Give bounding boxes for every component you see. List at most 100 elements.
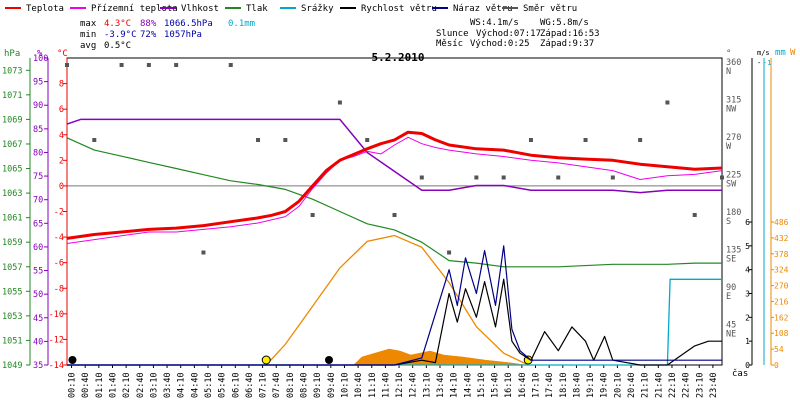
direction-point	[665, 100, 670, 105]
direction-point	[692, 213, 697, 217]
direction-tick-label: 315	[726, 96, 741, 106]
time-tick-label: 22:10	[668, 372, 678, 398]
time-tick-label: 06:40	[245, 372, 255, 398]
time-tick-label: 18:10	[559, 372, 569, 398]
series-line	[67, 245, 722, 366]
time-tick-label: 01:40	[108, 372, 118, 398]
direction-tick-label: 225	[726, 171, 741, 181]
humidity-tick-label: 45	[33, 314, 43, 324]
pressure-tick-label: 1053	[2, 312, 22, 322]
wind-ws: WS:4.1m/s	[470, 18, 519, 28]
time-tick-label: 03:40	[163, 372, 173, 398]
stat-min-press: 1057hPa	[164, 30, 202, 40]
direction-point	[65, 63, 69, 67]
time-tick-label: 23:10	[695, 372, 705, 398]
time-tick-label: 23:40	[709, 372, 719, 398]
axis-unit-w: W	[790, 48, 796, 58]
direction-point	[146, 63, 151, 67]
direction-point	[174, 63, 179, 67]
pressure-tick-label: 1071	[2, 91, 22, 101]
pressure-tick-label: 1065	[2, 165, 22, 175]
stat-max-label: max	[80, 19, 97, 29]
humidity-tick-label: 80	[33, 148, 43, 158]
direction-point	[92, 138, 97, 142]
direction-point	[610, 175, 615, 180]
pressure-tick-label: 1059	[2, 238, 22, 248]
series-line	[66, 137, 722, 268]
rad-tick-label: 0	[774, 361, 779, 370]
direction-name-label: W	[726, 142, 732, 152]
temp-tick-label: -10	[49, 310, 64, 320]
moonset-marker	[325, 356, 333, 364]
axis-unit-mm: mm	[775, 48, 786, 58]
temp-tick-label: -14	[49, 361, 64, 371]
direction-tick-label: 90	[726, 283, 736, 293]
temp-tick-label: 2	[59, 156, 64, 166]
direction-point	[638, 138, 643, 142]
direction-point	[583, 138, 588, 142]
time-tick-label: 21:40	[654, 372, 664, 398]
humidity-tick-label: 75	[33, 172, 43, 182]
time-tick-label: 19:40	[600, 372, 610, 398]
axis-unit-pct: %	[37, 49, 43, 59]
direction-name-label: S	[726, 217, 731, 227]
humidity-tick-label: 50	[33, 290, 43, 300]
moon-rise: Východ:0:25	[470, 39, 530, 49]
time-tick-label: 11:40	[381, 372, 391, 398]
axis-unit-ms: m/s	[757, 49, 770, 57]
temp-tick-label: 4	[59, 131, 64, 141]
direction-name-label: NW	[726, 105, 737, 115]
direction-point	[256, 138, 261, 142]
direction-tick-label: 360	[726, 58, 741, 68]
time-tick-label: 08:10	[286, 372, 296, 398]
direction-point	[365, 138, 370, 142]
moon-set: Západ:9:37	[540, 39, 594, 49]
time-tick-label: 13:40	[436, 372, 446, 398]
series-line	[66, 118, 722, 194]
rad-tick-label: 108	[774, 329, 789, 338]
humidity-tick-label: 70	[33, 196, 43, 206]
legend-label: Náraz větru	[453, 4, 513, 14]
time-tick-label: 12:40	[409, 372, 419, 398]
rain-top-tick: -1	[763, 59, 771, 67]
humidity-tick-label: 85	[33, 125, 43, 135]
sun-rise: Východ:07:17	[476, 29, 541, 39]
time-tick-label: 19:10	[586, 372, 596, 398]
rad-tick-label: 270	[774, 282, 789, 291]
time-tick-label: 04:10	[177, 372, 187, 398]
wind-wg: WG:5.8m/s	[540, 18, 589, 28]
humidity-tick-label: 65	[33, 219, 43, 229]
time-tick-label: 10:40	[354, 372, 364, 398]
rad-tick-label: 378	[774, 250, 789, 259]
stat-min-label: min	[80, 30, 96, 40]
legend-label: Rychlost větru	[361, 4, 437, 14]
wind-tick-label: 2	[745, 313, 750, 322]
temp-tick-label: -8	[54, 284, 64, 294]
time-tick-label: 09:10	[313, 372, 323, 398]
time-tick-label: 16:10	[504, 372, 514, 398]
rad-tick-label: 54	[774, 345, 784, 354]
time-tick-label: 07:40	[272, 372, 282, 398]
time-tick-label: 02:10	[122, 372, 132, 398]
pressure-tick-label: 1049	[2, 361, 22, 371]
time-tick-label: 00:10	[68, 372, 78, 398]
time-tick-label: 17:10	[532, 372, 542, 398]
direction-point	[501, 175, 506, 180]
sun-label: Slunce	[436, 29, 469, 39]
direction-point	[310, 213, 315, 217]
stat-min-hum: 72%	[140, 30, 157, 40]
moonrise-marker	[68, 356, 77, 364]
stat-max-temp: 4.3°C	[104, 19, 131, 29]
temp-tick-label: -2	[54, 208, 64, 218]
wind-tick-label: 1	[745, 337, 750, 346]
temp-tick-label: -6	[54, 259, 64, 269]
time-tick-label: 13:10	[422, 372, 432, 398]
stat-min-temp: -3.9°C	[104, 30, 137, 40]
pressure-tick-label: 1057	[2, 263, 22, 273]
time-tick-label: 14:40	[463, 372, 473, 398]
pressure-tick-label: 1073	[2, 66, 22, 76]
humidity-tick-label: 60	[33, 243, 43, 253]
wind-tick-label: 3	[745, 290, 750, 299]
pressure-tick-label: 1063	[2, 189, 22, 199]
